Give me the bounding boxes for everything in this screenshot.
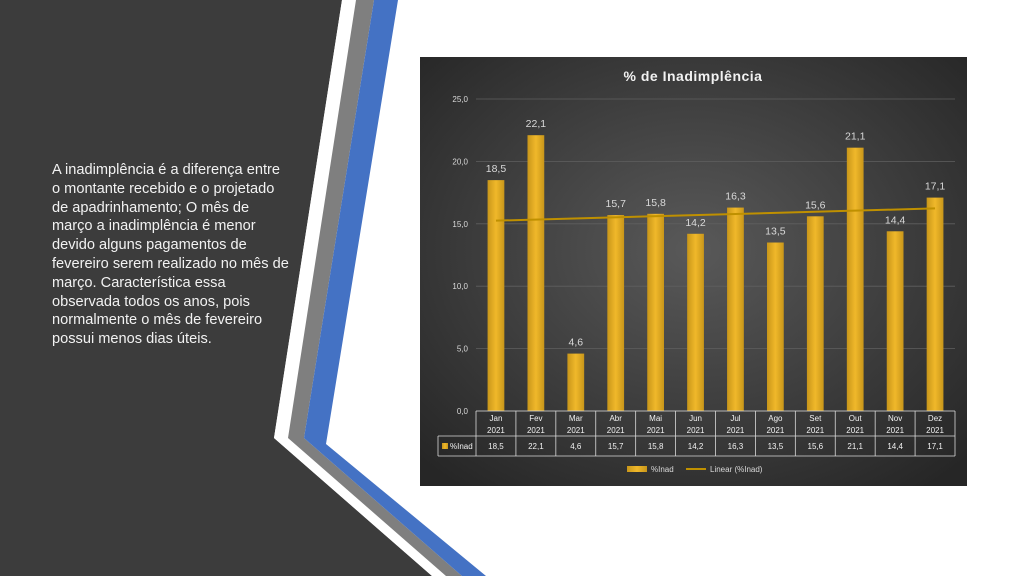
- x-tick-year: 2021: [766, 426, 784, 435]
- legend-label-trend: Linear (%Inad): [710, 465, 763, 474]
- table-value: 15,6: [808, 442, 824, 451]
- trendline: [495, 207, 936, 222]
- y-tick-label: 15,0: [452, 220, 468, 229]
- x-tick-year: 2021: [567, 426, 585, 435]
- x-tick-year: 2021: [487, 426, 505, 435]
- x-tick-month: Set: [809, 414, 822, 423]
- x-tick-year: 2021: [687, 426, 705, 435]
- y-tick-label: 0,0: [457, 407, 469, 416]
- chart-container: % de Inadimplência 0,0 5,0 10,0 15,0 20,0 25,…: [420, 57, 967, 486]
- bar-jun: [687, 233, 704, 411]
- x-tick-year: 2021: [806, 426, 824, 435]
- x-tick-month: Nov: [888, 414, 902, 423]
- bar-mai: [647, 213, 665, 411]
- x-tick-month: Out: [849, 414, 863, 423]
- table-value: 17,1: [927, 442, 943, 451]
- x-tick-month: Mar: [569, 414, 583, 423]
- x-tick-year: 2021: [926, 426, 944, 435]
- data-label: 22,1: [526, 118, 547, 130]
- table-value: 18,5: [488, 442, 504, 451]
- bar-jan: [487, 180, 505, 411]
- x-tick-year: 2021: [727, 426, 745, 435]
- table-value: 4,6: [570, 442, 582, 451]
- table-value: 15,8: [648, 442, 664, 451]
- data-label: 15,6: [805, 199, 826, 211]
- blue-stripe: [304, 0, 486, 576]
- table-value: 21,1: [847, 442, 863, 451]
- legend-swatch-bar: [627, 466, 647, 472]
- table-value: 15,7: [608, 442, 624, 451]
- y-tick-label: 25,0: [452, 95, 468, 104]
- data-label: 4,6: [568, 337, 583, 349]
- data-label: 14,4: [885, 214, 906, 226]
- bar-set: [806, 216, 824, 411]
- data-label: 18,5: [486, 163, 507, 175]
- x-tick-month: Dez: [928, 414, 942, 423]
- x-tick-month: Fev: [529, 414, 542, 423]
- bar-dez: [926, 197, 944, 411]
- x-tick-year: 2021: [886, 426, 904, 435]
- bar-fev: [527, 135, 545, 411]
- table-value: 16,3: [728, 442, 744, 451]
- data-label: 16,3: [725, 191, 746, 203]
- x-tick-month: Ago: [768, 414, 783, 423]
- chart-title: % de Inadimplência: [624, 68, 763, 84]
- table-value: 22,1: [528, 442, 544, 451]
- x-tick-month: Jan: [490, 414, 503, 423]
- dark-left-panel: [0, 0, 432, 576]
- table-value: 13,5: [768, 442, 784, 451]
- bar-out: [846, 147, 864, 411]
- data-label: 13,5: [765, 226, 786, 238]
- table-row-label: %Inad: [450, 442, 473, 451]
- x-tick-month: Mai: [649, 414, 662, 423]
- inadimplencia-chart: % de Inadimplência 0,0 5,0 10,0 15,0 20,0 25,…: [420, 57, 967, 486]
- legend: %Inad Linear (%Inad): [627, 465, 763, 474]
- table-value: 14,2: [688, 442, 704, 451]
- table-value: 14,4: [887, 442, 903, 451]
- x-tick-year: 2021: [846, 426, 864, 435]
- data-label: 17,1: [925, 181, 946, 193]
- x-tick-year: 2021: [607, 426, 625, 435]
- x-tick-year: 2021: [527, 426, 545, 435]
- data-label: 15,8: [645, 197, 666, 209]
- y-tick-label: 20,0: [452, 157, 468, 166]
- bar-jul: [727, 207, 744, 411]
- bar-ago: [766, 242, 784, 411]
- bar-nov: [886, 231, 904, 411]
- legend-label-bar: %Inad: [651, 465, 674, 474]
- data-label: 14,2: [685, 217, 706, 229]
- x-tick-year: 2021: [647, 426, 665, 435]
- data-label: 15,7: [605, 198, 626, 210]
- x-tick-month: Jun: [689, 414, 702, 423]
- bar-mar: [567, 353, 585, 411]
- y-tick-label: 5,0: [457, 345, 469, 354]
- y-tick-label: 10,0: [452, 282, 468, 291]
- x-tick-month: Jul: [730, 414, 740, 423]
- body-text: A inadimplência é a diferença entre o mo…: [52, 162, 289, 348]
- bar-abr: [607, 215, 625, 411]
- white-stripe: [274, 0, 446, 576]
- data-label: 21,1: [845, 131, 866, 143]
- x-tick-month: Abr: [609, 414, 622, 423]
- table-legend-key: [442, 443, 448, 449]
- gray-stripe: [288, 0, 462, 576]
